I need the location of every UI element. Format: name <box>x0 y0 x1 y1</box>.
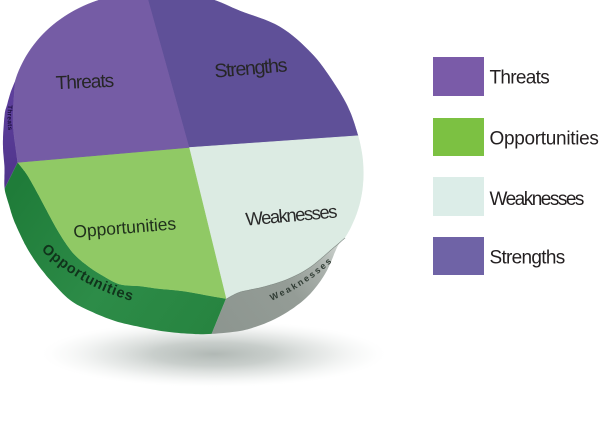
svg-text:Threats: Threats <box>490 68 550 89</box>
svg-text:Weaknesses: Weaknesses <box>490 189 584 210</box>
svg-text:Threats: Threats <box>55 71 114 95</box>
svg-text:Strengths: Strengths <box>490 248 565 269</box>
svg-text:Threats: Threats <box>6 105 14 131</box>
svg-text:Opportunities: Opportunities <box>490 129 599 150</box>
